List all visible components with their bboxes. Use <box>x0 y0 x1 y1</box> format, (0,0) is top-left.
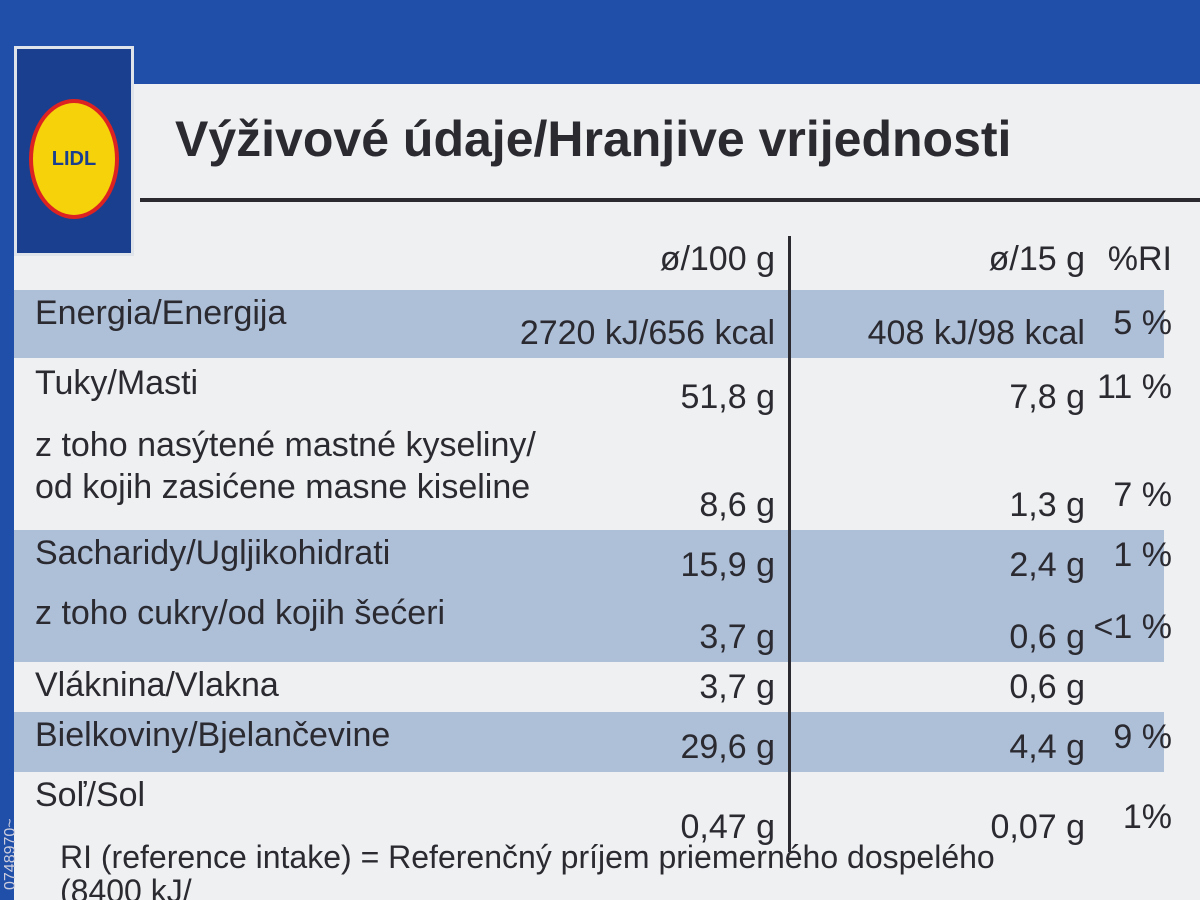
footnote-line: (8400 kJ/ <box>60 873 192 900</box>
row-label: Energia/Energija <box>35 294 287 332</box>
column-header: %RI <box>1107 240 1172 278</box>
column-header: ø/15 g <box>988 240 1085 278</box>
value-per15: 0,6 g <box>1009 668 1085 706</box>
title: Výživové údaje/Hranjive vrijednosti <box>175 111 1012 167</box>
footnote: RI (reference intake) = Referenčný príje… <box>60 840 995 900</box>
side-code: 0748970~ <box>2 818 19 890</box>
value-ri: 11 % <box>1097 368 1172 406</box>
row-label: Sacharidy/Ugljikohidrati <box>35 534 391 572</box>
value-per15: 7,8 g <box>1009 378 1085 416</box>
value-per15: 0,6 g <box>1009 618 1085 656</box>
value-per100: 15,9 g <box>680 546 775 584</box>
value-per100: 51,8 g <box>680 378 775 416</box>
value-ri: 1% <box>1122 798 1172 836</box>
value-per15: 1,3 g <box>1009 486 1085 524</box>
row-label: Tuky/Masti <box>35 364 199 402</box>
column-divider <box>788 236 791 852</box>
value-per15: 0,07 g <box>990 808 1085 846</box>
row-label: z toho cukry/od kojih šećeri <box>35 594 446 632</box>
row-shading <box>14 530 1164 590</box>
value-ri: 1 % <box>1113 536 1172 574</box>
row-shading <box>14 590 1164 662</box>
title-rule <box>140 198 1200 202</box>
value-per15: 4,4 g <box>1009 728 1085 766</box>
row-label: od kojih zasićene masne kiseline <box>35 468 531 506</box>
value-per100: 0,47 g <box>680 808 775 846</box>
value-per100: 3,7 g <box>699 618 775 656</box>
row-label: Soľ/Sol <box>35 776 146 814</box>
footnote-line: RI (reference intake) = Referenčný príje… <box>60 839 995 875</box>
value-ri: <1 % <box>1093 608 1172 646</box>
row-shading <box>14 712 1164 772</box>
value-ri: 5 % <box>1113 304 1172 342</box>
value-per100: 29,6 g <box>680 728 775 766</box>
value-ri: 9 % <box>1113 718 1172 756</box>
column-header: ø/100 g <box>659 240 775 278</box>
logo-text: LIDL <box>29 99 119 219</box>
value-per15: 2,4 g <box>1009 546 1085 584</box>
row-label: Vláknina/Vlakna <box>35 666 279 704</box>
value-per100: 8,6 g <box>699 486 775 524</box>
value-ri: 7 % <box>1113 476 1172 514</box>
row-label: z toho nasýtené mastné kyseliny/ <box>35 426 536 464</box>
value-per15: 408 kJ/98 kcal <box>867 314 1085 352</box>
value-per100: 2720 kJ/656 kcal <box>519 314 775 352</box>
row-shading <box>14 290 1164 358</box>
row-label: Bielkoviny/Bjelančevine <box>35 716 391 754</box>
value-per100: 3,7 g <box>699 668 775 706</box>
logo: LIDL <box>14 46 134 256</box>
